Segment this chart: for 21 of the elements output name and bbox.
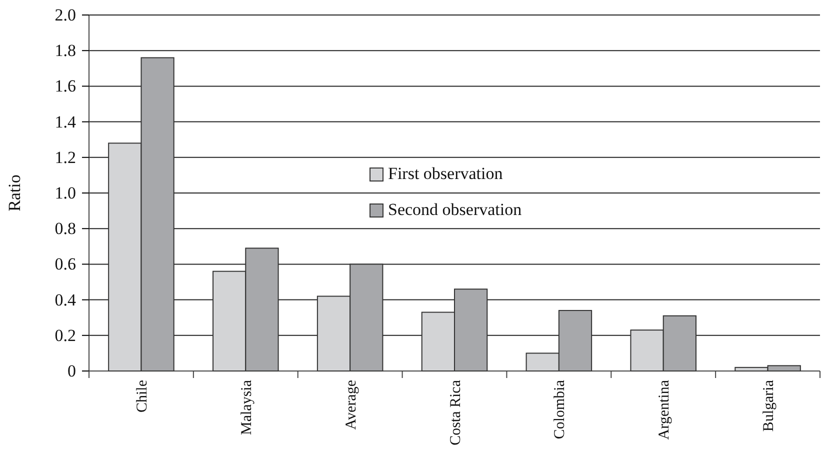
x-tick-label: Costa Rica (448, 380, 464, 446)
x-tick-label: Malaysia (238, 380, 255, 435)
y-tick-label: 1.6 (54, 76, 76, 96)
y-tick-label: 2.0 (54, 5, 76, 24)
y-tick-label: 1.4 (54, 112, 76, 132)
y-axis-title: Ratio (5, 174, 24, 212)
x-tick-label: Bulgaria (761, 380, 778, 432)
x-tick-label: Argentina (656, 380, 673, 440)
y-tick-label: 0.2 (54, 326, 76, 345)
y-tick-label: 0.8 (54, 219, 76, 238)
y-tick-label: 0.6 (54, 254, 76, 274)
x-tick-label: Chile (134, 380, 150, 412)
y-tick-label: 1.8 (54, 41, 76, 60)
y-tick-label: 1.0 (54, 183, 76, 202)
legend-label: Second observation (388, 200, 522, 219)
y-tick-label: 1.2 (54, 148, 76, 167)
x-tick-label: Colombia (552, 380, 568, 440)
legend-label: First observation (388, 164, 504, 183)
x-tick-label: Average (343, 380, 360, 430)
y-tick-label: 0 (68, 361, 76, 380)
y-tick-label: 0.4 (54, 290, 76, 310)
